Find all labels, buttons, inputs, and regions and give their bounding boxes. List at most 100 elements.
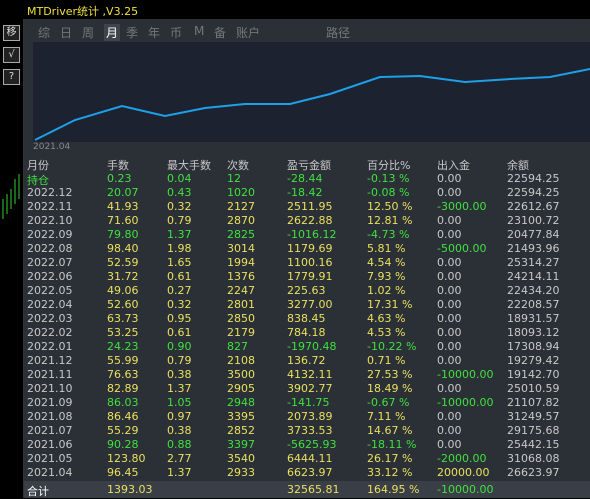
table-cell: 3902.77 (287, 382, 333, 395)
table-cell: 5.81 % (367, 242, 406, 255)
table-cell: 2021.09 (27, 396, 73, 409)
total-cell: 合计 (27, 485, 49, 498)
table-cell: -141.75 (287, 396, 330, 409)
table-cell: 82.89 (107, 382, 139, 395)
table-cell: 1.37 (167, 382, 192, 395)
table-cell: 3277.00 (287, 298, 333, 311)
table-cell: -0.13 % (367, 172, 410, 185)
table-cell: 6444.11 (287, 452, 333, 465)
tab[interactable]: 日 (60, 26, 73, 40)
table-cell: 2021.08 (27, 410, 73, 423)
candles (2, 174, 20, 219)
tab[interactable]: 月 (104, 24, 121, 41)
table-cell: 0.71 % (367, 354, 406, 367)
table-cell: -18.11 % (367, 438, 417, 451)
toolbar-button[interactable]: √ (3, 47, 20, 63)
toolbar-button[interactable]: 移 (3, 25, 20, 41)
table-cell: 持仓 (27, 174, 49, 187)
table-cell: 7.93 % (367, 270, 406, 283)
table-cell: 0.61 (167, 326, 192, 339)
table-cell: 21107.82 (507, 396, 560, 409)
total-cell: 1393.03 (107, 483, 153, 496)
table-cell: 2022.04 (27, 298, 73, 311)
table-cell: 0.79 (167, 214, 192, 227)
tab[interactable]: 备 (214, 26, 227, 40)
equity-line (34, 68, 590, 141)
table-cell: 26623.97 (507, 466, 560, 479)
title-bar: MTDriver统计 ,V3.25 (0, 0, 590, 19)
table-cell: 20477.84 (507, 228, 560, 241)
tab[interactable]: 季 (126, 26, 139, 40)
table-cell: 18931.57 (507, 312, 560, 325)
table-cell: 2021.12 (27, 354, 73, 367)
table-cell: 52.60 (107, 298, 139, 311)
table-cell: 1376 (227, 270, 255, 283)
window-title: MTDriver统计 ,V3.25 (27, 5, 139, 18)
tab[interactable]: 币 (170, 26, 183, 40)
table-cell: 2022.08 (27, 242, 73, 255)
table-cell: 21493.96 (507, 242, 560, 255)
table-cell: 53.25 (107, 326, 139, 339)
table-cell: 12.81 % (367, 214, 413, 227)
table-cell: 1100.16 (287, 256, 333, 269)
table-cell: -4.73 % (367, 228, 410, 241)
table-cell: 0.23 (107, 172, 132, 185)
toolbar-button[interactable]: ? (3, 69, 20, 85)
table-cell: -28.44 (287, 172, 323, 185)
table-cell: 24.23 (107, 340, 139, 353)
table-cell: -1016.12 (287, 228, 337, 241)
table-cell: 1.37 (167, 466, 192, 479)
table-cell: 827 (227, 340, 248, 353)
table-cell: 0.43 (167, 186, 192, 199)
table-cell: 1179.69 (287, 242, 333, 255)
table-cell: 17308.94 (507, 340, 560, 353)
table-cell: 25010.59 (507, 382, 560, 395)
table-cell: 41.93 (107, 200, 139, 213)
table-cell: 2022.10 (27, 214, 73, 227)
table-cell: 2021.10 (27, 382, 73, 395)
tab[interactable]: 周 (82, 26, 95, 40)
tab[interactable]: 年 (148, 26, 161, 40)
tab[interactable]: 账户 (236, 26, 261, 40)
table-cell: 96.45 (107, 466, 139, 479)
table-cell: 0.38 (167, 424, 192, 437)
column-header: 次数 (227, 159, 249, 172)
table-cell: 18.49 % (367, 382, 413, 395)
table-cell: 3540 (227, 452, 255, 465)
table-cell: 55.99 (107, 354, 139, 367)
table-cell: 0.38 (167, 368, 192, 381)
table-cell: 2022.09 (27, 228, 73, 241)
table-cell: 12.50 % (367, 200, 413, 213)
column-header: 出入金 (437, 159, 470, 172)
table-cell: 0.00 (437, 424, 462, 437)
table-cell: 2022.11 (27, 200, 73, 213)
table-cell: 31249.57 (507, 410, 560, 423)
table-cell: 3397 (227, 438, 255, 451)
table-cell: 784.18 (287, 326, 326, 339)
table-cell: 2022.06 (27, 270, 73, 283)
table-cell: -5000.00 (437, 242, 487, 255)
tab[interactable]: 综 (38, 26, 51, 40)
table-cell: 1.65 (167, 256, 192, 269)
table-cell: 0.00 (437, 256, 462, 269)
table-cell: 24214.11 (507, 270, 560, 283)
table-cell: 55.29 (107, 424, 139, 437)
table-cell: -10000.00 (437, 368, 494, 381)
table-cell: 3014 (227, 242, 255, 255)
table-cell: 0.00 (437, 312, 462, 325)
table-cell: 0.88 (167, 438, 192, 451)
table-cell: -2000.00 (437, 452, 487, 465)
table-cell: 2933 (227, 466, 255, 479)
tab[interactable]: M (194, 24, 205, 38)
table-cell: 0.00 (437, 284, 462, 297)
total-cell: 164.95 % (367, 483, 420, 496)
table-cell: 0.00 (437, 172, 462, 185)
table-cell: 22594.25 (507, 172, 560, 185)
tab[interactable]: 路径 (326, 26, 351, 40)
table-cell: 2948 (227, 396, 255, 409)
table-cell: 2021.07 (27, 424, 73, 437)
table-cell: 23100.72 (507, 214, 560, 227)
table-cell: 2870 (227, 214, 255, 227)
table-cell: 3500 (227, 368, 255, 381)
table-cell: -3000.00 (437, 200, 487, 213)
